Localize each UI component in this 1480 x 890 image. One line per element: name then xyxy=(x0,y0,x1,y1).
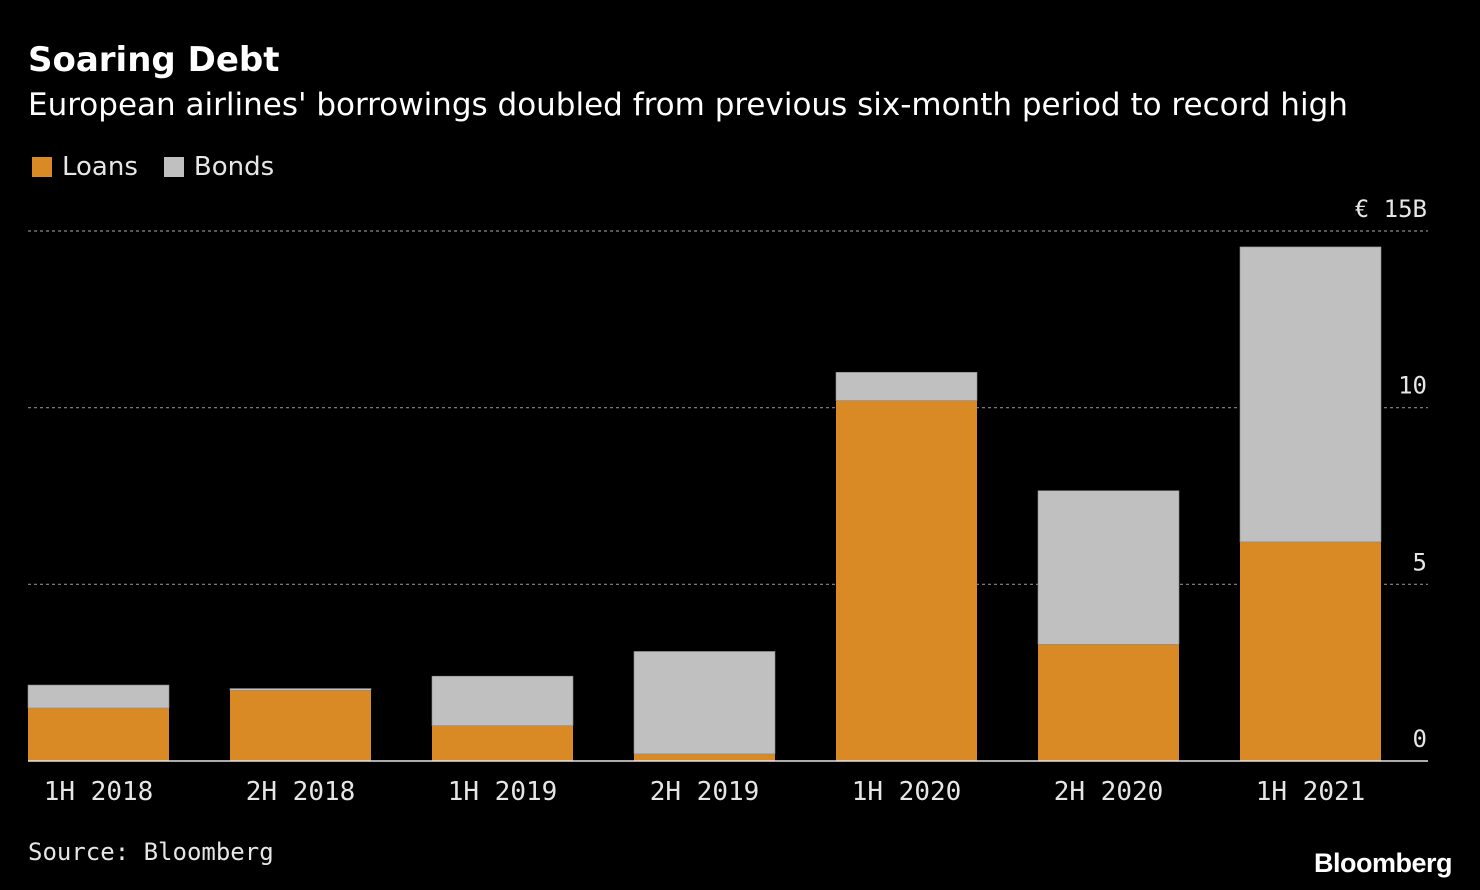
x-tick-label-1h-2020: 1H 2020 xyxy=(852,777,962,807)
chart-title: Soaring Debt xyxy=(28,40,280,80)
x-tick-label-1h-2018: 1H 2018 xyxy=(44,777,154,807)
source-note: Source: Bloomberg xyxy=(28,838,274,866)
legend: Loans Bonds xyxy=(32,152,300,182)
x-tick-label-2h-2019: 2H 2019 xyxy=(650,777,760,807)
bar-bonds-2h-2019 xyxy=(633,651,776,755)
legend-swatch-loans xyxy=(32,157,52,177)
x-tick-label-2h-2020: 2H 2020 xyxy=(1054,777,1164,807)
bar-loans-2h-2020 xyxy=(1038,644,1179,761)
bar-bonds-2h-2020 xyxy=(1037,490,1180,645)
legend-label-bonds: Bonds xyxy=(193,152,275,182)
bar-loans-1h-2020 xyxy=(836,400,977,761)
legend-swatch-bonds xyxy=(163,157,184,177)
y-tick-label-5: 5 xyxy=(1413,548,1427,576)
bloomberg-logo: Bloomberg xyxy=(1313,848,1453,878)
bar-bonds-1h-2020 xyxy=(835,372,978,401)
legend-label-loans: Loans xyxy=(62,152,138,182)
bar-loans-2h-2019 xyxy=(634,753,775,761)
bar-loans-2h-2018 xyxy=(230,690,371,761)
y-tick-label-0: 0 xyxy=(1413,725,1427,753)
x-tick-label-2h-2018: 2H 2018 xyxy=(246,777,356,807)
bar-loans-1h-2018 xyxy=(28,708,169,761)
bar-bonds-2h-2018 xyxy=(229,688,372,691)
bar-bonds-1h-2018 xyxy=(27,684,170,709)
legend-item-bonds: Bonds xyxy=(163,152,275,182)
bar-loans-1h-2021 xyxy=(1240,541,1381,761)
x-tick-label-1h-2021: 1H 2021 xyxy=(1256,777,1366,807)
bar-bonds-1h-2019 xyxy=(431,675,574,726)
y-tick-label-10: 10 xyxy=(1398,372,1427,400)
x-tick-label-1h-2019: 1H 2019 xyxy=(448,777,558,807)
bar-bonds-1h-2021 xyxy=(1239,246,1382,543)
y-tick-label-15: € 15B xyxy=(1355,195,1427,223)
bar-loans-1h-2019 xyxy=(432,725,573,761)
legend-item-loans: Loans xyxy=(32,152,138,182)
chart-subtitle: European airlines' borrowings doubled fr… xyxy=(28,87,1348,123)
